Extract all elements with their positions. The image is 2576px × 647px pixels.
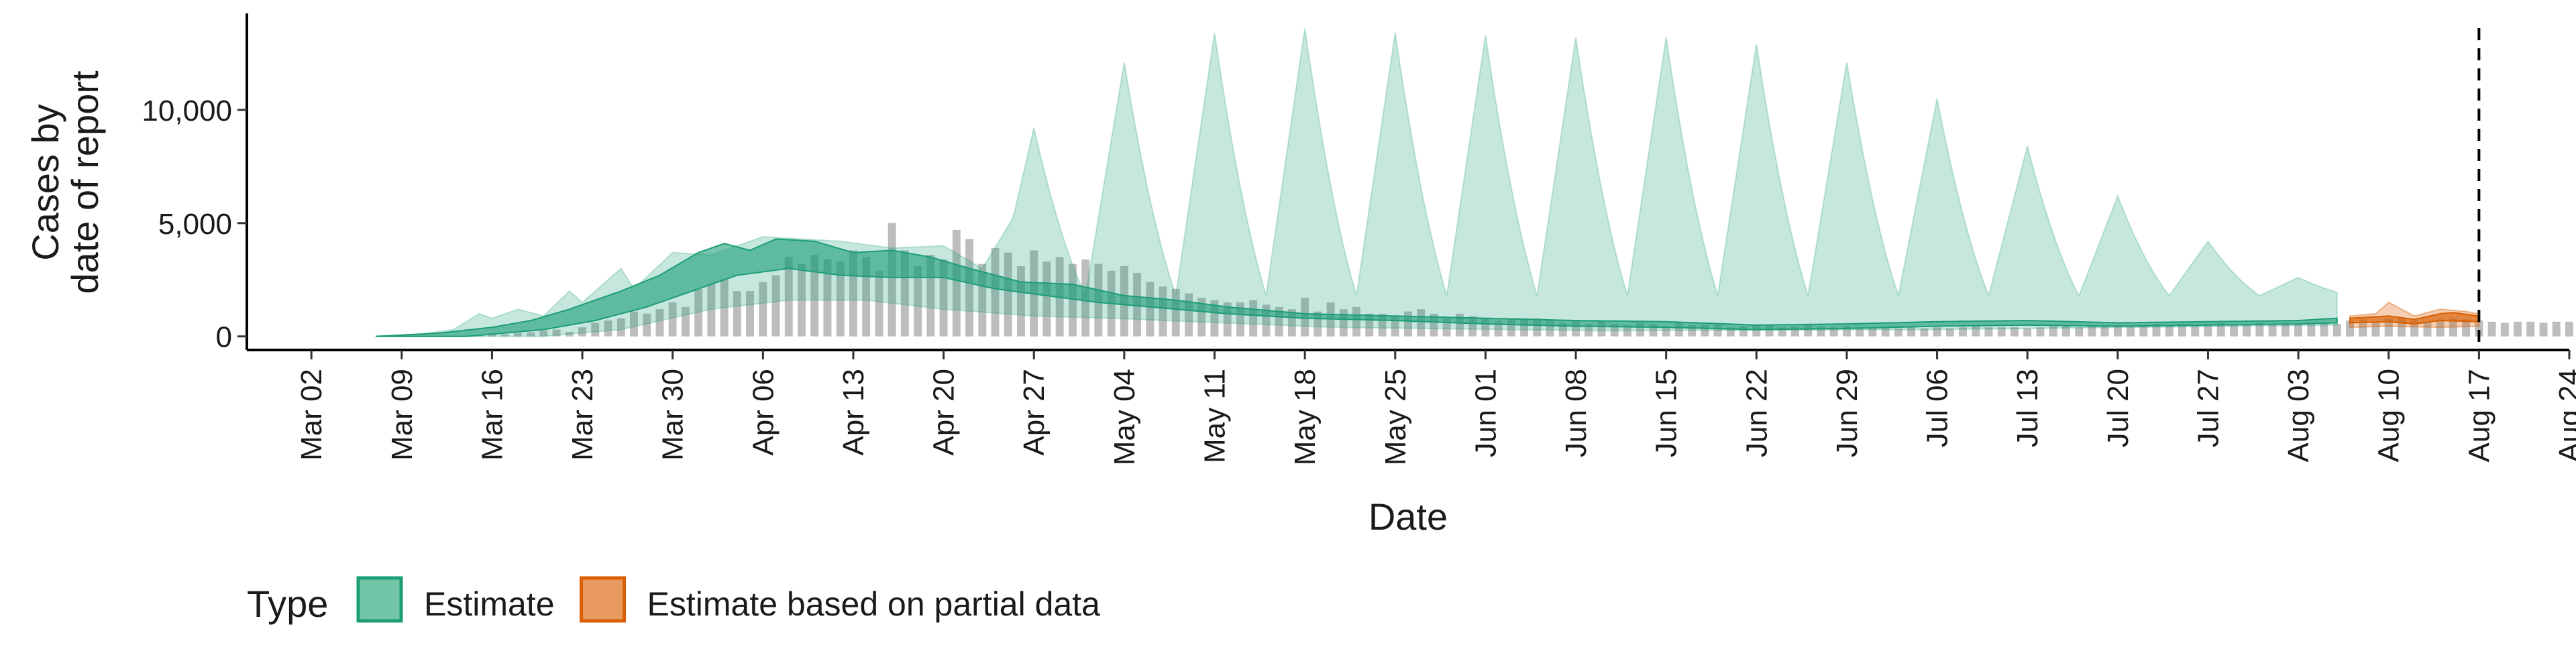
x-tick-label: Apr 06: [747, 369, 780, 456]
x-tick-label: Jun 22: [1740, 369, 1773, 457]
x-tick-label: Mar 02: [295, 369, 328, 461]
observed-bar: [2075, 327, 2083, 337]
observed-bar: [2514, 322, 2522, 337]
observed-bar: [2565, 322, 2573, 337]
x-tick-label: Apr 27: [1018, 369, 1051, 456]
observed-bar: [2526, 322, 2534, 337]
observed-bar: [2023, 329, 2031, 337]
x-tick-label: Aug 03: [2282, 369, 2315, 462]
y-tick-label: 5,000: [158, 208, 232, 241]
legend-label: Estimate based on partial data: [647, 585, 1101, 623]
y-tick-label: 0: [216, 321, 232, 354]
x-axis-title: Date: [1368, 495, 1448, 538]
y-axis-title: Cases bydate of report: [24, 70, 106, 294]
observed-bar: [2553, 322, 2561, 337]
x-tick-label: Jun 29: [1831, 369, 1864, 457]
legend: Type Estimate Estimate based on partial da…: [247, 578, 1100, 625]
x-tick-label: Mar 30: [657, 369, 690, 461]
x-tick-label: Jul 27: [2192, 369, 2224, 447]
observed-bar: [2540, 323, 2548, 337]
y-axis-title-line: Cases by: [24, 104, 66, 260]
x-tick-label: Aug 17: [2463, 369, 2496, 462]
legend-key: [582, 578, 625, 621]
x-tick-label: May 18: [1289, 369, 1322, 465]
x-tick-label: Jul 06: [1921, 369, 1954, 447]
x-tick-label: Mar 16: [476, 369, 508, 461]
legend-label: Estimate: [424, 585, 555, 623]
legend-title: Type: [247, 583, 328, 625]
x-tick-label: May 11: [1199, 369, 1232, 463]
x-tick-label: Jun 15: [1650, 369, 1683, 457]
x-tick-label: Aug 10: [2373, 369, 2406, 462]
x-tick-label: Mar 09: [386, 369, 419, 461]
y-tick-label: 10,000: [142, 95, 232, 127]
y-axis-title-line: date of report: [64, 70, 106, 294]
x-tick-label: Jul 20: [2102, 369, 2135, 447]
x-tick-label: Apr 20: [928, 369, 961, 456]
observed-bar: [2333, 324, 2341, 337]
x-tick-label: Aug 24: [2553, 369, 2576, 462]
observed-bar: [2501, 323, 2509, 337]
x-tick-label: Jun 08: [1560, 369, 1593, 457]
x-tick-label: Apr 13: [837, 369, 870, 456]
legend-key: [358, 578, 401, 621]
x-tick-label: Mar 23: [566, 369, 599, 461]
x-tick-label: Jul 13: [2011, 369, 2044, 447]
x-tick-label: May 04: [1108, 369, 1141, 465]
observed-bar: [2488, 322, 2496, 337]
x-tick-label: May 25: [1379, 369, 1412, 465]
x-tick-label: Jun 01: [1469, 369, 1502, 457]
